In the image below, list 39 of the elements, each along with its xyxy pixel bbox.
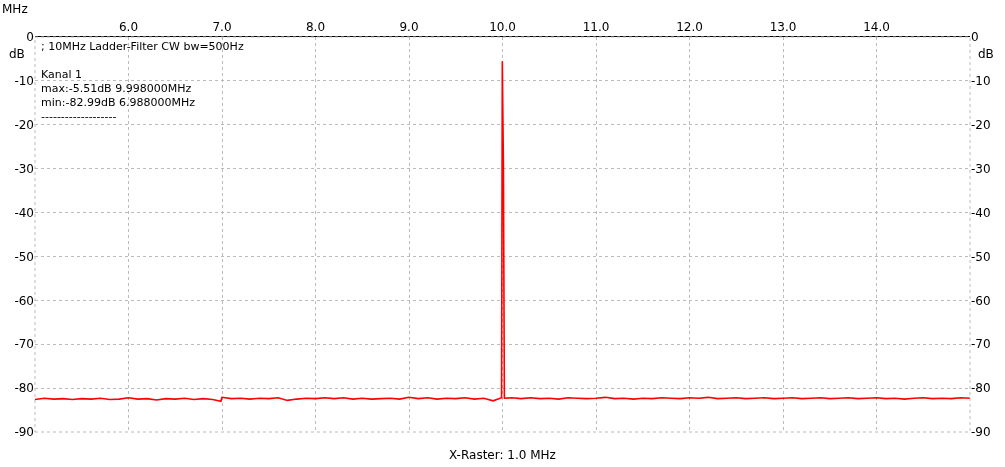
y2-tick-label: -10	[971, 74, 991, 89]
y-tick-label: -10	[14, 74, 34, 89]
annotation: Kanal 1	[41, 68, 83, 81]
text: MHz	[2, 2, 28, 16]
x-tick-label: 13.0	[769, 20, 797, 35]
x-tick-label: 8.0	[305, 20, 326, 35]
y2-tick-label: -20	[971, 117, 991, 132]
x-tick-label: 11.0	[582, 20, 610, 35]
y2-tick-label: -70	[971, 337, 991, 352]
y-tick-label: -70	[14, 337, 34, 352]
y2-tick-label: -30	[971, 161, 991, 176]
x-tick-label: 7.0	[212, 20, 232, 35]
y-tick-label: -30	[14, 161, 34, 176]
y2-tick-label: -50	[971, 249, 991, 264]
annotation: ; 10MHz Ladder-Filter CW bw=500Hz	[41, 40, 244, 53]
x-tick-label: 9.0	[399, 20, 419, 35]
x-tick-label: 14.0	[863, 20, 890, 35]
y-tick-label: -60	[14, 293, 34, 308]
y-tick-label: -50	[14, 249, 34, 264]
annotation: max:-5.51dB 9.998000MHz	[41, 82, 192, 95]
y-tick-label: -90	[14, 425, 34, 440]
y2-tick-label: 0	[971, 30, 979, 45]
x-tick-label: 12.0	[676, 20, 703, 35]
annotation: min:-82.99dB 6.988000MHz	[41, 96, 196, 109]
y-tick-label: -40	[14, 205, 34, 220]
line-series	[35, 60, 970, 403]
y2-tick-label: -90	[971, 425, 991, 440]
x-tick-label: 10.0	[489, 20, 516, 35]
y2-axis-title: dB	[978, 47, 994, 61]
y-tick-label: -20	[14, 117, 34, 132]
y2-tick-label: -40	[971, 205, 991, 220]
y-tick-label: -80	[14, 381, 34, 396]
y-axis-title: dB	[9, 47, 25, 61]
annotation: -------------------	[41, 110, 117, 123]
x-axis-title: X-Raster: 1.0 MHz	[449, 448, 556, 462]
y2-tick-label: -60	[971, 293, 991, 308]
y-tick-label: 0	[26, 30, 34, 45]
y2-tick-label: -80	[971, 381, 991, 396]
x-tick-label: 6.0	[118, 20, 139, 35]
